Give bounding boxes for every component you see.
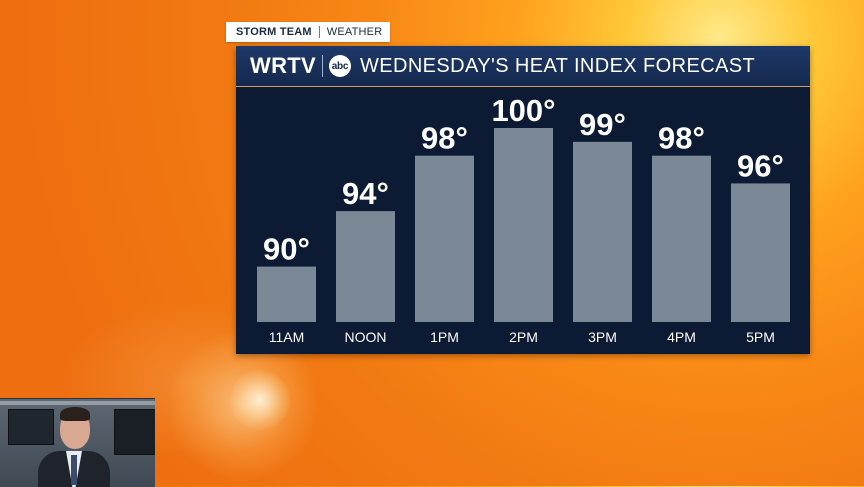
presenter-video-feed <box>0 398 155 487</box>
bar-5pm <box>731 183 790 322</box>
tag-divider <box>318 26 320 38</box>
presenter-hair <box>60 407 90 421</box>
panel-header: WRTV abc WEDNESDAY'S HEAT INDEX FORECAST <box>236 46 810 87</box>
bar-noon <box>336 211 395 322</box>
bar-11am <box>257 266 316 322</box>
value-label-noon: 94° <box>342 176 389 211</box>
category-label-1pm: 1PM <box>430 329 459 345</box>
value-label-11am: 90° <box>263 232 310 267</box>
bar-2pm <box>494 128 553 322</box>
logo-divider <box>321 55 323 77</box>
abc-network-icon: abc <box>328 55 351 77</box>
station-logo: WRTV <box>250 53 316 78</box>
studio-light <box>0 401 155 405</box>
category-label-4pm: 4PM <box>667 329 696 345</box>
value-label-4pm: 98° <box>658 121 705 156</box>
heat-index-panel: WRTV abc WEDNESDAY'S HEAT INDEX FORECAST… <box>236 46 810 354</box>
value-label-2pm: 100° <box>491 93 555 128</box>
storm-team-label: STORM TEAM <box>236 26 312 38</box>
category-label-11am: 11AM <box>269 329 305 345</box>
weather-label: WEATHER <box>326 26 383 38</box>
value-label-1pm: 98° <box>421 121 468 156</box>
category-label-5pm: 5PM <box>746 329 775 345</box>
studio-screen-left <box>8 409 54 445</box>
sun-flare-core <box>230 370 290 430</box>
bar-chart-area: 90° 11AM 94° NOON 98° 1PM 100° 2PM 99° 3PM 98° 4PM 9… <box>236 87 810 354</box>
bar-4pm <box>652 155 711 322</box>
value-label-5pm: 96° <box>737 148 784 183</box>
category-label-noon: NOON <box>345 329 387 345</box>
presenter-tie <box>71 455 77 485</box>
bar-3pm <box>573 141 632 322</box>
chart-title: WEDNESDAY'S HEAT INDEX FORECAST <box>359 54 756 77</box>
category-label-2pm: 2PM <box>509 329 538 345</box>
storm-team-weather-tag: STORM TEAM WEATHER <box>226 22 391 42</box>
value-label-3pm: 99° <box>579 107 626 142</box>
heat-index-bar-chart: 90° 11AM 94° NOON 98° 1PM 100° 2PM 99° 3PM 98° 4PM 9… <box>257 93 790 345</box>
studio-screen-right <box>114 409 155 455</box>
bar-1pm <box>415 155 474 322</box>
category-label-3pm: 3PM <box>588 329 617 345</box>
